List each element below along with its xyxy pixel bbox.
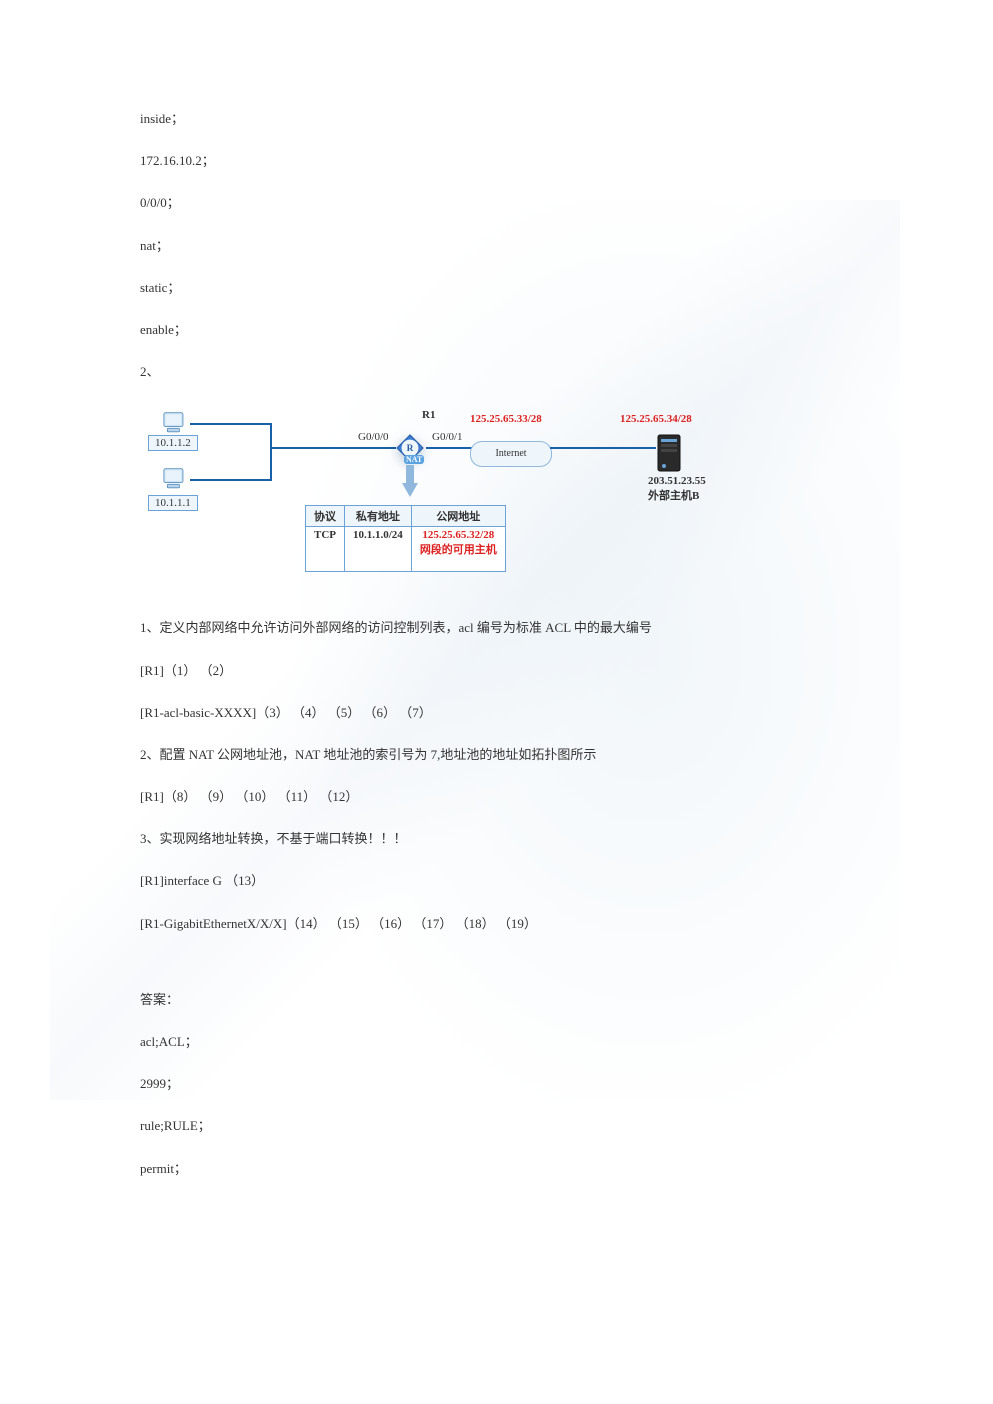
nat-table-header: 公网地址 (411, 506, 505, 527)
cmd-line: [R1-GigabitEthernetX/X/X]（14） （15） （16） … (140, 915, 853, 933)
server-name-label: 外部主机B (648, 487, 699, 503)
nat-table: 协议 私有地址 公网地址 TCP 10.1.1.0/24 125.25.65.3… (305, 505, 506, 572)
pc2-icon (162, 467, 190, 493)
wire (190, 479, 270, 481)
nat-table-cell: 10.1.1.0/24 (345, 527, 412, 572)
nat-table-header: 协议 (306, 506, 345, 527)
text-line: 0/0/0； (140, 194, 853, 212)
wire (550, 447, 656, 449)
answer-line: 2999； (140, 1075, 853, 1093)
cmd-line: [R1]（8） （9） （10） （11） （12） (140, 788, 853, 806)
server-icon (656, 433, 682, 475)
ip-right-cloud: 125.25.65.34/28 (620, 413, 692, 425)
cmd-line: [R1]interface G （13） (140, 872, 853, 890)
nat-table-header: 私有地址 (345, 506, 412, 527)
text-line: inside； (140, 110, 853, 128)
answer-label: 答案： (140, 991, 853, 1009)
question-2: 2、配置 NAT 公网地址池，NAT 地址池的索引号为 7,地址池的地址如拓扑图… (140, 746, 853, 764)
nat-table-public-line1: 125.25.65.32/28 (420, 529, 497, 541)
server-ip-label: 203.51.23.55 (648, 475, 706, 487)
text-line: static； (140, 279, 853, 297)
ip-left-cloud: 125.25.65.33/28 (470, 413, 542, 425)
question-3: 3、实现网络地址转换，不基于端口转换！！！ (140, 830, 853, 848)
text-line: 2、 (140, 363, 853, 381)
nat-table-cell: TCP (306, 527, 345, 572)
text-line: 172.16.10.2； (140, 152, 853, 170)
svg-text:R: R (407, 444, 414, 454)
pc1-icon (162, 411, 190, 437)
cmd-line: [R1]（1） （2） (140, 662, 853, 680)
text-line: enable； (140, 321, 853, 339)
wire (190, 423, 270, 425)
nat-badge: NAT (404, 455, 424, 464)
wire (270, 423, 272, 481)
pc1-ip-label: 10.1.1.2 (148, 435, 198, 451)
wire (270, 447, 396, 449)
network-diagram: 10.1.1.2 10.1.1.1 R1 G0/0/0 R NAT G0/0/1 (140, 405, 720, 595)
nat-table-cell: 125.25.65.32/28 网段的可用主机 (411, 527, 505, 572)
internet-cloud: Internet (470, 441, 552, 467)
question-1: 1、定义内部网络中允许访问外部网络的访问控制列表，acl 编号为标准 ACL 中… (140, 619, 853, 637)
answer-line: acl;ACL； (140, 1033, 853, 1051)
answer-line: rule;RULE； (140, 1117, 853, 1135)
pc2-ip-label: 10.1.1.1 (148, 495, 198, 511)
nat-table-public-line2: 网段的可用主机 (420, 541, 497, 557)
answer-line: permit； (140, 1160, 853, 1178)
arrow-down-icon (402, 465, 418, 497)
if-right-label: G0/0/1 (432, 431, 463, 443)
text-line: nat； (140, 237, 853, 255)
if-left-label: G0/0/0 (358, 431, 389, 443)
router-name-label: R1 (422, 409, 435, 421)
cmd-line: [R1-acl-basic-XXXX]（3） （4） （5） （6） （7） (140, 704, 853, 722)
wire (426, 447, 472, 449)
